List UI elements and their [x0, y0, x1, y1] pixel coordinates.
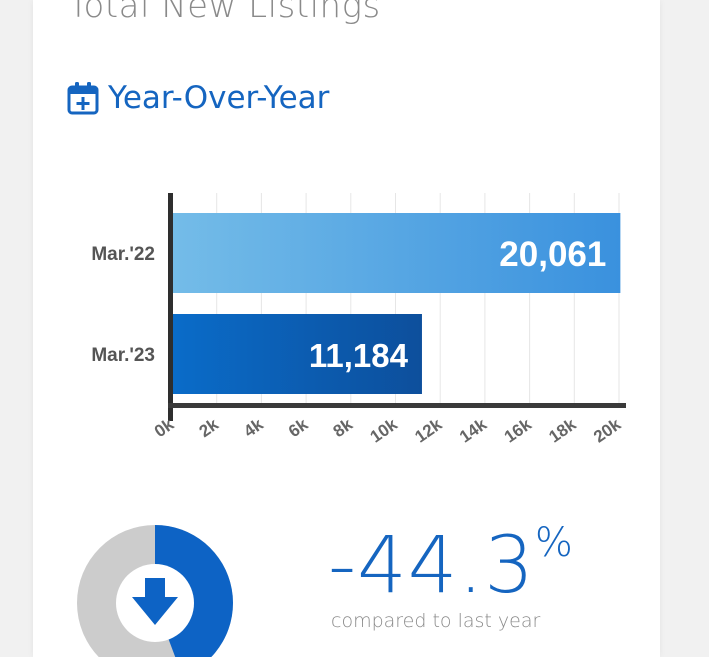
x-tick-label: 12k: [411, 414, 446, 446]
change-unit: %: [534, 520, 573, 566]
listings-card: Total New Listings Year-Over-Year: [33, 0, 660, 657]
category-label: Mar.'22: [91, 244, 155, 265]
x-tick-label: 18k: [545, 414, 580, 446]
x-tick-label: 2k: [196, 414, 223, 441]
category-label: Mar.'23: [91, 345, 155, 366]
x-tick-label: 10k: [367, 414, 402, 446]
bar-1: [172, 213, 621, 293]
bar-2: [172, 314, 422, 394]
arrow-down-icon: [132, 578, 178, 625]
calendar-plus-icon: [67, 81, 99, 115]
bar-value-label: 11,184: [309, 337, 409, 374]
change-caption: compared to last year: [331, 610, 541, 632]
x-axis-line: [168, 403, 626, 408]
chart-axes: [168, 193, 626, 421]
x-tick-label: 6k: [285, 414, 312, 441]
change-percent: -44.3%: [328, 520, 573, 611]
chart-bars: [172, 213, 621, 394]
page-title: Total New Listings: [68, 0, 381, 26]
x-tick-label: 14k: [456, 414, 491, 446]
section-title: Year-Over-Year: [108, 80, 330, 116]
change-value: -44.3: [328, 521, 535, 611]
x-tick-label: 0k: [151, 414, 178, 441]
change-gauge: [77, 525, 233, 657]
section-header: Year-Over-Year: [67, 78, 329, 118]
x-tick-label: 8k: [330, 414, 357, 441]
bar-value-label: 20,061: [499, 235, 606, 274]
y-axis-line: [168, 193, 173, 421]
year-over-year-bar-chart: 20,061 Mar.'22 11,184 Mar.'23 0k 2k 4k 6k 8k 10k 1…: [77, 193, 626, 657]
x-tick-label: 20k: [590, 414, 625, 446]
x-tick-label: 16k: [501, 414, 536, 446]
x-tick-label: 4k: [240, 414, 267, 441]
